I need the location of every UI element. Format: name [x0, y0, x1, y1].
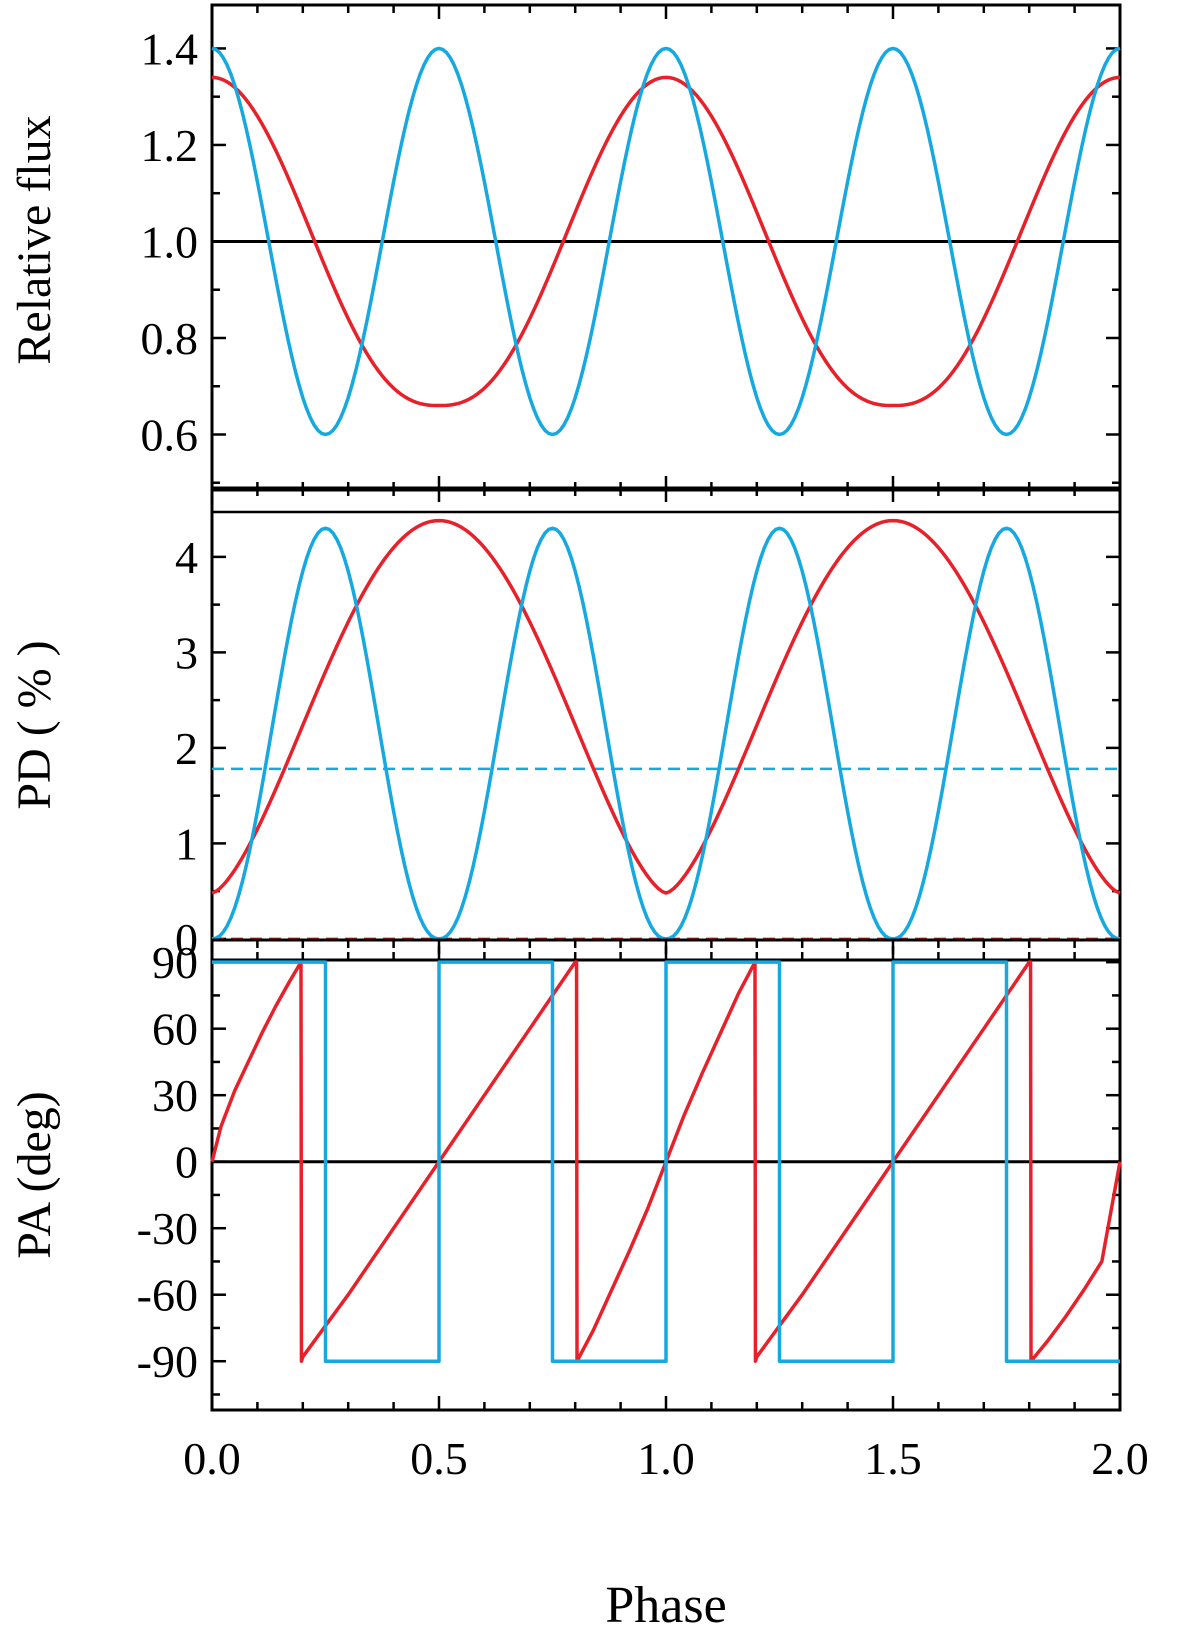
y-tick-label: 0: [175, 1137, 198, 1188]
y-tick-label: 30: [152, 1070, 198, 1121]
plot-frame-pd: [210, 486, 1122, 962]
ylabel-pa: PA (deg): [8, 1091, 61, 1259]
xlabel-phase: Phase: [605, 1577, 726, 1632]
x-tick-label: 0.5: [410, 1433, 468, 1484]
y-tick-label: -60: [137, 1270, 198, 1321]
y-tick-label: 90: [152, 937, 198, 988]
y-tick-label: -30: [137, 1203, 198, 1254]
panel-polarization-angle: -90 -60 -30 0 30 60 90 0.0 0.5 1.0 1.5 2.0: [137, 937, 1149, 1484]
y-tick-label: 1.2: [141, 120, 199, 171]
x-tick-label: 0.0: [183, 1433, 241, 1484]
series-flux-blue: [211, 46, 1121, 437]
y-tick-label: 60: [152, 1004, 198, 1055]
panel-relative-flux: 0.6 0.8 1.0 1.2 1.4: [141, 3, 1122, 492]
x-tick-label: 1.5: [864, 1433, 922, 1484]
y-tick-label: 0.8: [141, 313, 199, 364]
series-pd-blue: [211, 526, 1121, 941]
y-tick-label: 0.6: [141, 410, 199, 461]
series-pa-blue: [212, 960, 1120, 1363]
y-tick-label: 1: [175, 818, 198, 869]
series-flux-red: [211, 75, 1121, 408]
y-tick-label: 3: [175, 627, 198, 678]
y-tick-label: 1.4: [141, 23, 199, 74]
y-tick-label: -90: [137, 1336, 198, 1387]
series-pd-red: [211, 518, 1121, 895]
x-tick-label: 2.0: [1091, 1433, 1149, 1484]
ylabel-relative-flux: Relative flux: [8, 115, 61, 364]
y-tick-label: 2: [175, 723, 198, 774]
y-tick-label: 4: [175, 532, 198, 583]
x-tick-label: 1.0: [637, 1433, 695, 1484]
y-tick-label: 0: [175, 914, 198, 965]
ylabel-pd: PD ( % ): [8, 640, 61, 809]
y-tick-label: 1.0: [141, 216, 199, 267]
panel-polarization-degree: 0 1 2 3 4: [175, 486, 1122, 965]
